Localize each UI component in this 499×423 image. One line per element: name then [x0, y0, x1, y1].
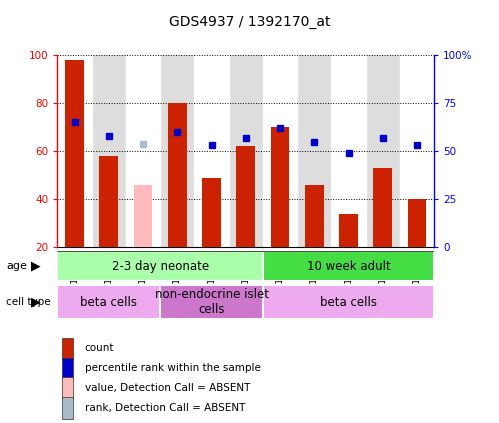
Bar — [263, 285, 434, 319]
Text: age: age — [6, 261, 27, 271]
Bar — [305, 185, 324, 247]
Text: non-endocrine islet
cells: non-endocrine islet cells — [155, 288, 268, 316]
Bar — [168, 103, 187, 247]
Text: rank, Detection Call = ABSENT: rank, Detection Call = ABSENT — [85, 403, 245, 413]
Bar — [99, 156, 118, 247]
Bar — [57, 285, 160, 319]
Text: beta cells: beta cells — [320, 296, 377, 308]
Bar — [57, 251, 263, 281]
Bar — [195, 55, 229, 247]
Bar — [263, 251, 434, 281]
Bar — [297, 55, 331, 247]
Bar — [134, 185, 152, 247]
Bar — [270, 127, 289, 247]
Bar — [400, 55, 434, 247]
Text: beta cells: beta cells — [80, 296, 137, 308]
Bar — [339, 214, 358, 247]
Bar — [57, 55, 92, 247]
Text: GDS4937 / 1392170_at: GDS4937 / 1392170_at — [169, 15, 330, 29]
Bar — [366, 55, 400, 247]
Text: cell type: cell type — [6, 297, 50, 307]
Bar — [331, 55, 366, 247]
Bar — [65, 60, 84, 247]
Text: ▶: ▶ — [31, 260, 41, 272]
Bar — [373, 168, 392, 247]
Bar — [202, 178, 221, 247]
Text: count: count — [85, 343, 114, 353]
Text: 2-3 day neonate: 2-3 day neonate — [112, 260, 209, 272]
Bar — [92, 55, 126, 247]
Bar — [408, 199, 427, 247]
Bar — [160, 55, 195, 247]
Text: 10 week adult: 10 week adult — [306, 260, 390, 272]
Text: ▶: ▶ — [31, 296, 41, 308]
Bar — [237, 146, 255, 247]
Bar — [160, 285, 263, 319]
Bar — [229, 55, 263, 247]
Bar — [263, 55, 297, 247]
Text: value, Detection Call = ABSENT: value, Detection Call = ABSENT — [85, 383, 250, 393]
Text: percentile rank within the sample: percentile rank within the sample — [85, 363, 260, 373]
Bar — [126, 55, 160, 247]
